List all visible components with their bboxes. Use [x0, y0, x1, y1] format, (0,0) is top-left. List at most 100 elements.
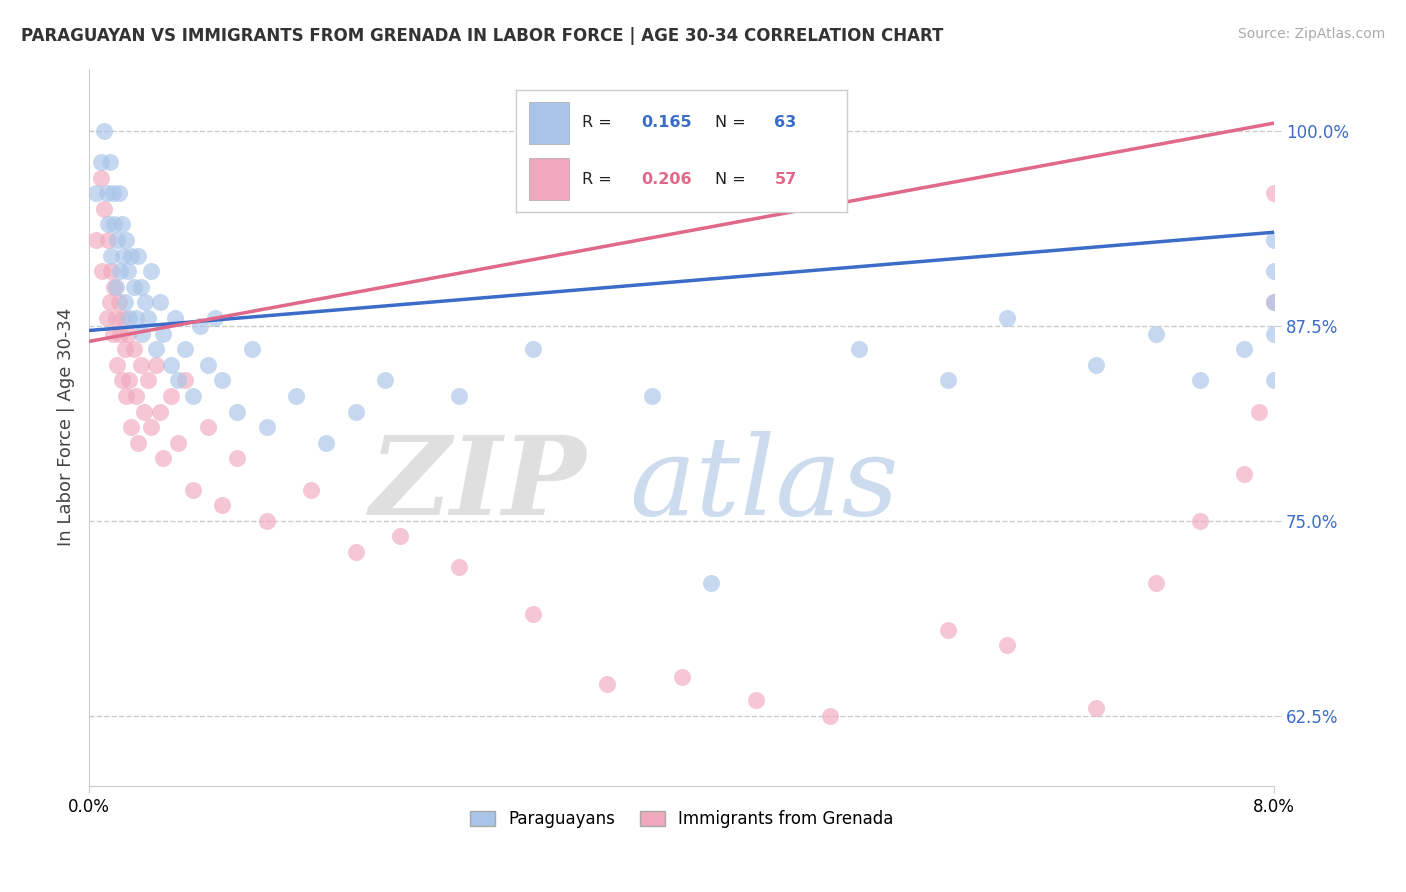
- Point: [315, 435, 337, 450]
- Point: [101, 186, 124, 201]
- Point: [181, 483, 204, 497]
- Point: [818, 708, 841, 723]
- Point: [1144, 576, 1167, 591]
- Point: [159, 358, 181, 372]
- Point: [120, 420, 142, 434]
- Point: [285, 389, 308, 403]
- Point: [96, 311, 118, 326]
- Point: [344, 404, 367, 418]
- Point: [1144, 326, 1167, 341]
- Point: [111, 218, 134, 232]
- Point: [100, 249, 122, 263]
- Point: [117, 264, 139, 278]
- Point: [145, 342, 167, 356]
- Point: [848, 342, 870, 356]
- Point: [97, 233, 120, 247]
- Point: [90, 155, 112, 169]
- Point: [125, 311, 148, 326]
- Point: [671, 670, 693, 684]
- Point: [449, 389, 471, 403]
- Point: [211, 373, 233, 387]
- Point: [997, 311, 1019, 326]
- Point: [132, 404, 155, 418]
- Point: [111, 373, 134, 387]
- Point: [93, 124, 115, 138]
- Point: [936, 623, 959, 637]
- Point: [145, 358, 167, 372]
- Point: [240, 342, 263, 356]
- Point: [93, 202, 115, 216]
- Point: [181, 389, 204, 403]
- Point: [125, 389, 148, 403]
- Point: [120, 249, 142, 263]
- Point: [98, 295, 121, 310]
- Text: PARAGUAYAN VS IMMIGRANTS FROM GRENADA IN LABOR FORCE | AGE 30-34 CORRELATION CHA: PARAGUAYAN VS IMMIGRANTS FROM GRENADA IN…: [21, 27, 943, 45]
- Point: [1263, 186, 1285, 201]
- Text: ZIP: ZIP: [370, 431, 586, 538]
- Point: [522, 607, 544, 622]
- Point: [152, 451, 174, 466]
- Legend: Paraguayans, Immigrants from Grenada: Paraguayans, Immigrants from Grenada: [463, 804, 900, 835]
- Point: [641, 389, 664, 403]
- Point: [101, 326, 124, 341]
- Point: [114, 295, 136, 310]
- Point: [112, 249, 135, 263]
- Point: [159, 389, 181, 403]
- Point: [104, 280, 127, 294]
- Point: [1188, 514, 1211, 528]
- Point: [197, 420, 219, 434]
- Point: [91, 264, 114, 278]
- Point: [1263, 295, 1285, 310]
- Y-axis label: In Labor Force | Age 30-34: In Labor Force | Age 30-34: [58, 308, 75, 546]
- Point: [374, 373, 396, 387]
- Point: [226, 451, 249, 466]
- Point: [118, 311, 141, 326]
- Point: [204, 311, 226, 326]
- Point: [1263, 233, 1285, 247]
- Point: [149, 295, 172, 310]
- Point: [118, 373, 141, 387]
- Point: [105, 358, 128, 372]
- Point: [86, 186, 108, 201]
- Point: [344, 545, 367, 559]
- Point: [129, 280, 152, 294]
- Point: [127, 435, 149, 450]
- Point: [1249, 404, 1271, 418]
- Point: [936, 373, 959, 387]
- Point: [256, 514, 278, 528]
- Point: [226, 404, 249, 418]
- Point: [1085, 701, 1108, 715]
- Point: [149, 404, 172, 418]
- Point: [96, 186, 118, 201]
- Point: [1263, 295, 1285, 310]
- Point: [115, 233, 138, 247]
- Point: [197, 358, 219, 372]
- Point: [112, 311, 135, 326]
- Point: [134, 295, 156, 310]
- Point: [174, 342, 197, 356]
- Point: [1085, 358, 1108, 372]
- Point: [131, 326, 153, 341]
- Point: [141, 264, 163, 278]
- Point: [107, 295, 129, 310]
- Point: [700, 576, 723, 591]
- Point: [152, 326, 174, 341]
- Point: [188, 318, 211, 333]
- Point: [122, 342, 145, 356]
- Point: [163, 311, 186, 326]
- Point: [115, 389, 138, 403]
- Point: [389, 529, 412, 543]
- Point: [105, 233, 128, 247]
- Point: [98, 155, 121, 169]
- Point: [596, 677, 619, 691]
- Point: [1233, 342, 1256, 356]
- Point: [103, 280, 125, 294]
- Point: [90, 170, 112, 185]
- Point: [107, 186, 129, 201]
- Point: [129, 358, 152, 372]
- Point: [299, 483, 322, 497]
- Point: [1263, 264, 1285, 278]
- Point: [997, 639, 1019, 653]
- Point: [86, 233, 108, 247]
- Point: [127, 249, 149, 263]
